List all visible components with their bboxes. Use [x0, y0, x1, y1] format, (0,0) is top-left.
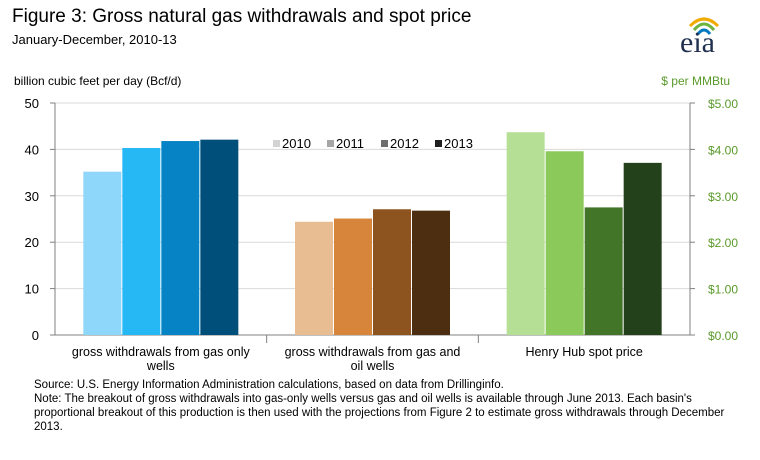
bar-2011-2 — [334, 218, 372, 335]
chart-title: Figure 3: Gross natural gas withdrawals … — [12, 6, 472, 27]
right-tick-label: $2.00 — [708, 236, 738, 250]
left-tick-label: 40 — [25, 142, 39, 157]
bar-2010-2 — [295, 221, 333, 335]
source-note: Source: U.S. Energy Information Administ… — [34, 379, 504, 391]
legend-swatch-2013 — [435, 140, 442, 147]
chart-subtitle: January-December, 2010-13 — [12, 32, 177, 47]
right-tick-label: $0.00 — [708, 329, 738, 343]
eia-logo-text: eia — [680, 26, 715, 59]
left-tick-label: 10 — [25, 282, 39, 297]
category-label: Henry Hub spot price — [525, 345, 642, 359]
left-tick-label: 20 — [25, 235, 39, 250]
bar-2013-2 — [412, 210, 450, 335]
left-tick-label: 30 — [25, 189, 39, 204]
legend-label-2010: 2010 — [282, 136, 311, 151]
legend-swatch-2010 — [273, 140, 280, 147]
bar-2013-3 — [623, 162, 662, 335]
bar-2010-3 — [506, 132, 545, 335]
bar-2012-1 — [161, 141, 200, 335]
left-axis-label: billion cubic feet per day (Bcf/d) — [14, 74, 182, 88]
legend-swatch-2012 — [381, 140, 388, 147]
right-tick-label: $3.00 — [708, 190, 738, 204]
right-axis-label: $ per MMBtu — [661, 74, 730, 88]
category-label: oil wells — [351, 359, 395, 373]
left-tick-label: 0 — [32, 328, 39, 343]
bar-2011-1 — [122, 148, 161, 335]
bar-2011-3 — [545, 151, 584, 335]
methodology-note: Note: The breakout of gross withdrawals … — [34, 393, 725, 433]
bar-2012-3 — [584, 207, 623, 335]
legend-label-2011: 2011 — [336, 136, 364, 151]
right-tick-label: $5.00 — [708, 97, 738, 111]
right-tick-label: $1.00 — [708, 283, 738, 297]
footnotes: Source: U.S. Energy Information Administ… — [34, 378, 734, 434]
legend-label-2012: 2012 — [390, 136, 419, 151]
left-tick-label: 50 — [25, 96, 39, 111]
bar-2012-2 — [373, 209, 411, 335]
legend-swatch-2011 — [327, 140, 334, 147]
bar-2010-1 — [83, 171, 122, 335]
eia-logo-icon — [688, 17, 720, 35]
category-label: gross withdrawals from gas only — [72, 345, 251, 359]
category-label: wells — [146, 359, 175, 373]
legend-label-2013: 2013 — [444, 136, 473, 151]
category-label: gross withdrawals from gas and — [285, 345, 461, 359]
bar-2013-1 — [200, 139, 239, 335]
right-tick-label: $4.00 — [708, 143, 738, 157]
